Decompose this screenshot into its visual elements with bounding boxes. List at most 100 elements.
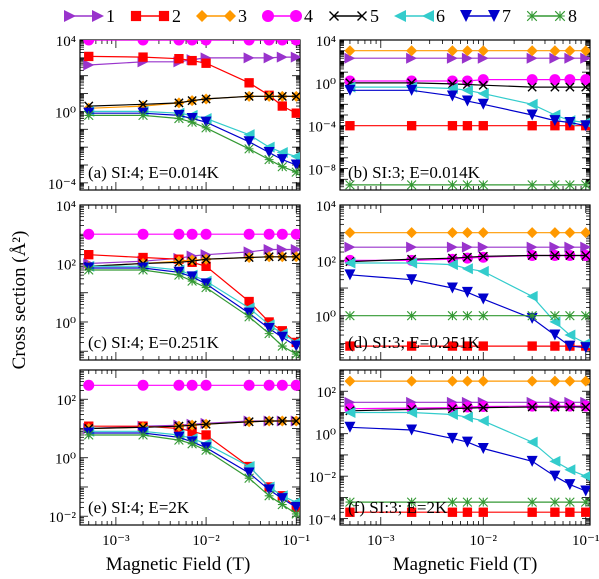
x-tick-label: 10⁻² (192, 533, 220, 549)
data-point-2 (244, 296, 254, 307)
data-point-4 (263, 228, 275, 240)
data-point-2 (550, 341, 560, 351)
legend-marker-2 (130, 10, 142, 22)
data-point-8 (527, 180, 537, 190)
data-point-5 (187, 96, 197, 106)
data-point-1 (406, 241, 418, 253)
legend-marker-3 (224, 10, 236, 22)
data-point-4 (243, 379, 255, 391)
y-tick-label: 10⁻⁴ (48, 177, 76, 193)
data-point-1 (276, 51, 288, 63)
data-point-8 (565, 180, 575, 190)
data-point-1 (461, 52, 473, 64)
data-point-2 (527, 121, 537, 131)
data-point-5 (565, 250, 575, 261)
data-point-2 (462, 121, 473, 131)
data-point-8 (201, 123, 211, 133)
data-point-8 (406, 310, 417, 321)
data-point-5 (291, 252, 300, 262)
data-point-8 (244, 144, 254, 154)
data-point-8 (291, 167, 300, 177)
legend-label-8: 8 (568, 6, 577, 26)
data-point-7 (580, 342, 590, 354)
panel-label: (b) SI:3; E=0.014K (348, 163, 481, 182)
data-point-8 (244, 473, 254, 483)
data-point-2 (462, 507, 473, 517)
panel-f: 10² 10⁰ 10⁻² 10⁻⁴ 10⁻³ 10⁻² 10⁻¹ (f) SI:3; E=2K (308, 369, 599, 549)
data-point-2 (138, 252, 148, 263)
data-point-2 (244, 78, 254, 88)
panel-label: (d) SI:3; E=0.251K (348, 333, 481, 352)
data-point-7 (580, 485, 590, 497)
data-point-3 (564, 375, 576, 387)
data-point-8 (291, 349, 300, 359)
data-point-3 (461, 227, 473, 239)
series-group (83, 228, 300, 359)
data-point-7 (290, 501, 300, 513)
data-point-6 (580, 471, 590, 482)
data-point-6 (344, 406, 356, 418)
data-point-5 (527, 250, 537, 261)
data-point-8 (201, 282, 211, 293)
data-point-2 (187, 55, 197, 66)
data-point-4 (173, 40, 185, 46)
data-point-1 (477, 241, 489, 253)
data-point-3 (461, 375, 473, 387)
data-point-8 (447, 180, 458, 190)
data-point-8 (406, 497, 417, 507)
data-point-3 (526, 227, 538, 239)
data-point-1 (580, 52, 590, 64)
x-axis-title-left: Magnetic Field (T) (106, 554, 251, 575)
data-point-6 (526, 290, 538, 302)
data-point-5 (187, 420, 197, 430)
data-point-4 (83, 228, 95, 240)
data-point-2 (581, 507, 590, 517)
data-point-8 (527, 310, 537, 321)
data-point-3 (477, 45, 489, 57)
data-point-5 (462, 403, 473, 413)
data-point-7 (477, 293, 489, 305)
y-tick-label: 10⁰ (315, 310, 336, 326)
data-point-5 (581, 402, 590, 412)
y-tick-label: 10⁴ (56, 199, 76, 215)
data-point-8 (83, 110, 94, 121)
data-point-6 (290, 151, 300, 162)
data-point-5 (550, 250, 560, 261)
data-point-8 (447, 497, 458, 507)
data-point-3 (344, 227, 356, 239)
data-point-8 (138, 430, 148, 440)
data-point-3 (549, 45, 561, 57)
x-tick-label: 10⁻¹ (283, 533, 310, 549)
legend-item-1: 1 (64, 6, 115, 26)
data-point-7 (344, 269, 356, 281)
panel-frame (339, 204, 591, 361)
data-point-5 (291, 416, 300, 426)
data-point-2 (291, 108, 300, 118)
legend-label-3: 3 (238, 6, 247, 26)
data-point-3 (446, 227, 458, 239)
data-point-5 (550, 82, 560, 92)
data-point-6 (461, 84, 473, 96)
data-point-7 (549, 115, 561, 127)
series-group (344, 45, 590, 190)
data-point-8 (277, 161, 288, 172)
data-point-5 (174, 98, 184, 108)
legend-item-4: 4 (262, 6, 313, 26)
legend-label-1: 1 (106, 6, 115, 26)
data-point-5 (462, 252, 473, 262)
data-point-8 (550, 497, 560, 507)
data-point-3 (526, 375, 538, 387)
data-point-1 (549, 52, 561, 64)
panel-frame (339, 369, 591, 526)
y-tick-label: 10⁰ (55, 316, 76, 332)
data-point-3 (580, 45, 590, 57)
data-point-4 (290, 228, 300, 240)
data-point-8 (174, 435, 184, 445)
data-point-3 (461, 45, 473, 57)
data-point-8 (138, 110, 148, 121)
data-point-8 (447, 310, 458, 321)
panel-label: (f) SI:3; E=2K (348, 498, 448, 517)
data-point-7 (564, 340, 576, 352)
series-group (344, 375, 590, 517)
data-point-5 (264, 416, 274, 426)
